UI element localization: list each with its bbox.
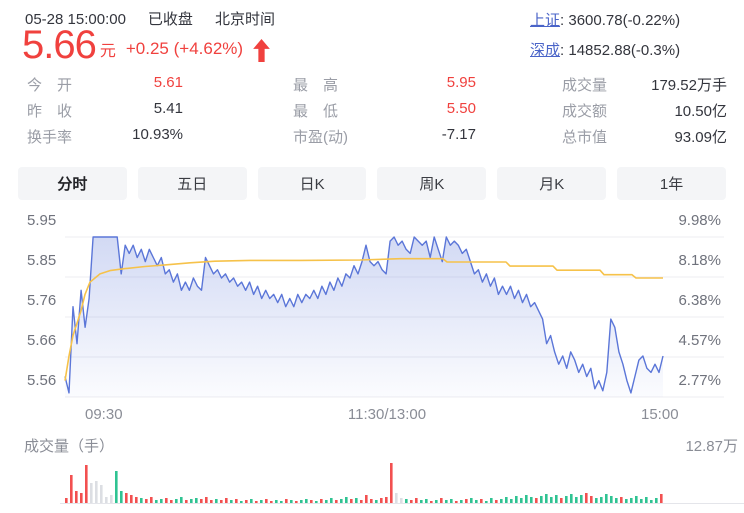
- stat-pe-value: -7.17: [441, 126, 476, 143]
- volume-chart[interactable]: [0, 450, 744, 510]
- tab-5day[interactable]: 五日: [137, 167, 247, 200]
- up-arrow-icon: [253, 39, 270, 62]
- y-percent-label: 8.18%: [678, 252, 721, 269]
- stat-low-value: 5.50: [446, 100, 476, 117]
- stat-pe-label: 市盈(动): [293, 129, 348, 146]
- price-area-fill: [65, 237, 663, 397]
- y-price-label: 5.56: [27, 372, 57, 389]
- current-price-row: 5.66 元 +0.25 (+4.62%): [22, 23, 270, 67]
- y-price-label: 5.95: [27, 212, 57, 229]
- tab-monthly-k[interactable]: 月K: [497, 167, 607, 200]
- volume-title: 成交量（手）: [24, 438, 115, 455]
- shanghai-index-link[interactable]: 上证: [530, 12, 561, 29]
- period-tabs: 分时 五日 日K 周K 月K 1年: [18, 167, 726, 200]
- stat-high-label: 最 高: [293, 77, 339, 94]
- timezone-label: 北京时间: [214, 11, 275, 28]
- stat-open-label: 今 开: [27, 77, 73, 94]
- market-status: 已收盘: [147, 11, 193, 28]
- stat-amount-label: 成交额: [562, 103, 608, 120]
- currency-unit: 元: [99, 43, 116, 60]
- average-price-line: [64, 257, 663, 381]
- tab-weekly-k[interactable]: 周K: [377, 167, 487, 200]
- x-axis-close-time: 15:00: [641, 406, 679, 423]
- current-price: 5.66: [22, 23, 97, 67]
- y-price-label: 5.85: [27, 252, 57, 269]
- stat-open-value: 5.61: [153, 74, 183, 91]
- datetime-text: 05-28 15:00:00: [25, 11, 126, 28]
- x-axis-open-time: 09:30: [85, 406, 123, 423]
- stat-high-value: 5.95: [446, 74, 476, 91]
- volume-bars: [65, 463, 663, 503]
- stat-marketcap-value: 93.09亿: [674, 129, 727, 146]
- intraday-price-chart[interactable]: [0, 205, 744, 425]
- stat-turnover-label: 换手率: [27, 129, 73, 146]
- stat-amount-value: 10.50亿: [674, 103, 727, 120]
- price-change: +0.25 (+4.62%): [125, 39, 244, 58]
- volume-max-value: 12.87万: [685, 438, 738, 455]
- header-datetime-row: 05-28 15:00:00 已收盘 北京时间: [25, 8, 297, 29]
- stat-volume-label: 成交量: [562, 77, 608, 94]
- x-axis-midday-time: 11:30/13:00: [347, 406, 427, 423]
- y-percent-label: 9.98%: [678, 212, 721, 229]
- shenzhen-index-link[interactable]: 深成: [530, 42, 561, 59]
- index-row-shanghai[interactable]: 上证: 3600.78(-0.22%): [530, 9, 740, 30]
- tab-minute[interactable]: 分时: [18, 167, 127, 200]
- stat-volume-value: 179.52万手: [651, 77, 727, 94]
- stat-prevclose-label: 昨 收: [27, 103, 73, 120]
- shanghai-index-value: : 3600.78(-0.22%): [560, 12, 681, 29]
- stat-marketcap-label: 总市值: [562, 129, 608, 146]
- stat-prevclose-value: 5.41: [153, 100, 183, 117]
- index-quotes: 上证: 3600.78(-0.22%) 深成: 14852.88(-0.3%): [530, 9, 740, 69]
- stat-turnover-value: 10.93%: [132, 126, 183, 143]
- index-row-shenzhen[interactable]: 深成: 14852.88(-0.3%): [530, 39, 740, 60]
- stat-low-label: 最 低: [293, 103, 339, 120]
- y-price-label: 5.76: [27, 292, 57, 309]
- y-percent-label: 6.38%: [678, 292, 721, 309]
- y-price-label: 5.66: [27, 332, 57, 349]
- price-line: [64, 236, 664, 394]
- y-percent-label: 4.57%: [678, 332, 721, 349]
- y-percent-label: 2.77%: [678, 372, 721, 389]
- tab-daily-k[interactable]: 日K: [257, 167, 367, 200]
- tab-1year[interactable]: 1年: [617, 167, 726, 200]
- shenzhen-index-value: : 14852.88(-0.3%): [560, 42, 681, 59]
